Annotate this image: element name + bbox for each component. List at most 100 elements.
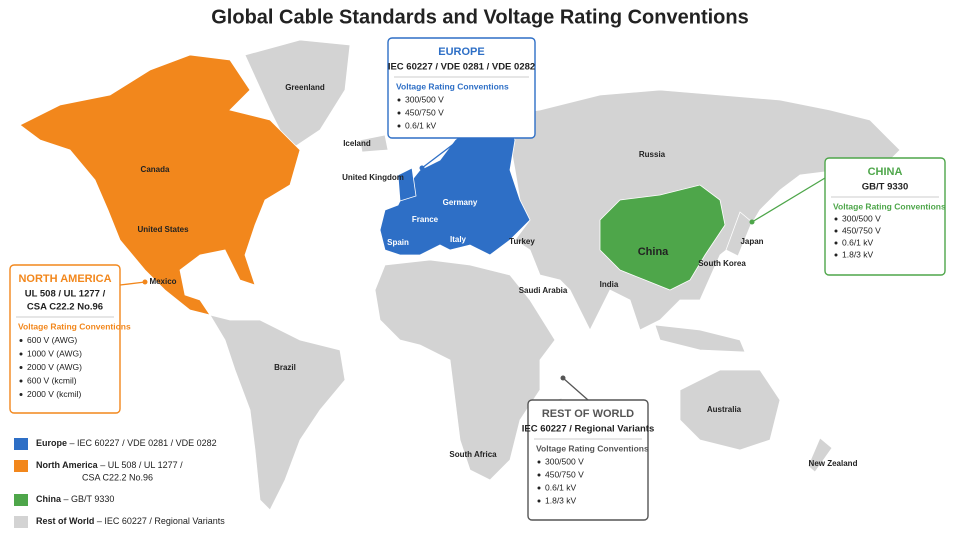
legend-label: North America – UL 508 / UL 1277 / [36, 460, 183, 470]
africa [374, 259, 556, 481]
standard: UL 508 / UL 1277 / [25, 289, 106, 300]
south-america [209, 314, 346, 511]
callout: CHINA GB/T 9330 Voltage Rating Conventions… [749, 157, 946, 276]
country-label: Russia [639, 150, 666, 159]
standard: CSA C22.2 No.96 [27, 302, 103, 313]
legend-name: China [36, 494, 62, 504]
leader-line [119, 281, 146, 286]
legend-label: China – GB/T 9330 [36, 494, 114, 504]
north-america [19, 54, 301, 316]
legend-text: – IEC 60227 / Regional Variants [97, 516, 225, 526]
rating: 2000 V (AWG) [27, 362, 82, 372]
country-label: New Zealand [809, 459, 858, 468]
bullet [537, 460, 541, 464]
leader-line [751, 177, 826, 223]
callout-box [824, 157, 946, 276]
country-label: Spain [387, 238, 409, 247]
rating: 1.8/3 kV [545, 495, 577, 505]
rating: 300/500 V [405, 94, 444, 104]
bullet [19, 339, 23, 342]
conventions-title: Voltage Rating Conventions [18, 321, 131, 331]
legend-text: – GB/T 9330 [64, 494, 115, 504]
country-label: United Kingdom [342, 173, 404, 182]
leader-dot [419, 165, 425, 171]
legend-name: Rest of World [36, 516, 94, 526]
leader-dot [749, 219, 755, 225]
country-labels: Greenland Iceland United Kingdom Canada … [137, 83, 857, 468]
rating: 600 V (kcmil) [27, 375, 77, 385]
legend-text: CSA C22.2 No.96 [82, 472, 153, 482]
standard: IEC 60227 / Regional Variants [522, 424, 655, 435]
leader-dot [560, 375, 566, 381]
country-label: Saudi Arabia [519, 286, 568, 295]
rating: 1000 V (AWG) [27, 348, 82, 358]
country-label: United States [137, 225, 189, 234]
bullet [19, 366, 23, 369]
leader-line [421, 137, 462, 169]
legend-label: Rest of World – IEC 60227 / Regional Var… [36, 516, 225, 526]
japan [725, 211, 753, 257]
country-label: Australia [707, 405, 742, 414]
rating: 450/750 V [405, 107, 444, 117]
australia [679, 369, 781, 451]
bullet [19, 393, 23, 396]
rating: 2000 V (kcmil) [27, 389, 81, 399]
country-label: Mexico [149, 277, 176, 286]
rating: 0.6/1 kV [405, 120, 437, 130]
callout-box [9, 264, 121, 414]
region-name: EUROPE [438, 46, 484, 58]
europe [379, 114, 531, 256]
callout-box [527, 399, 649, 521]
legend-name: North America [36, 460, 99, 470]
bullet [537, 473, 541, 477]
country-label: South Korea [698, 259, 746, 268]
greenland [244, 39, 351, 151]
bullet [397, 111, 401, 115]
country-label: South Africa [449, 450, 497, 459]
iceland [359, 134, 389, 153]
rating: 0.6/1 kV [545, 482, 577, 492]
country-label: Greenland [285, 83, 325, 92]
country-label: France [412, 215, 439, 224]
bullet [834, 229, 838, 233]
rating: 300/500 V [842, 213, 881, 223]
rating: 300/500 V [545, 456, 584, 466]
standard: GB/T 9330 [862, 182, 908, 193]
bullet [397, 98, 401, 102]
leader-dot [142, 279, 148, 285]
region-name: CHINA [868, 166, 903, 178]
legend-swatch [14, 460, 28, 472]
title: Global Cable Standards and Voltage Ratin… [211, 6, 748, 28]
country-label: Iceland [343, 139, 371, 148]
rating: 0.6/1 kV [842, 237, 874, 247]
rating: 450/750 V [842, 225, 881, 235]
legend-label: Europe – IEC 60227 / VDE 0281 / VDE 0282 [36, 438, 217, 448]
region-name: REST OF WORLD [542, 408, 634, 420]
leader-line [562, 377, 589, 401]
conventions-title: Voltage Rating Conventions [536, 443, 649, 453]
country-label: Japan [740, 237, 763, 246]
bullet [19, 352, 23, 356]
callout: REST OF WORLD IEC 60227 / Regional Varian… [522, 375, 655, 521]
country-label: Brazil [274, 363, 296, 372]
china [599, 184, 726, 291]
rating: 1.8/3 kV [842, 249, 874, 259]
conventions-title: Voltage Rating Conventions [833, 201, 946, 211]
region-name: NORTH AMERICA [18, 273, 111, 285]
rating: 450/750 V [545, 469, 584, 479]
legend-text: – IEC 60227 / VDE 0281 / VDE 0282 [70, 438, 217, 448]
bullet [537, 499, 541, 503]
callout: EUROPE IEC 60227 / VDE 0281 / VDE 0282 Vol… [387, 37, 536, 171]
country-label: China [638, 246, 669, 258]
callout-box [387, 37, 536, 139]
country-label: Italy [450, 235, 467, 244]
callout: NORTH AMERICA UL 508 / UL 1277 / CSA C22.2… [9, 264, 148, 414]
indonesia [654, 324, 746, 353]
united-kingdom [397, 167, 417, 202]
country-label: Canada [141, 165, 170, 174]
country-label: India [600, 280, 619, 289]
bullet [397, 124, 401, 128]
country-label: Germany [443, 198, 478, 207]
country-label: Turkey [509, 237, 535, 246]
